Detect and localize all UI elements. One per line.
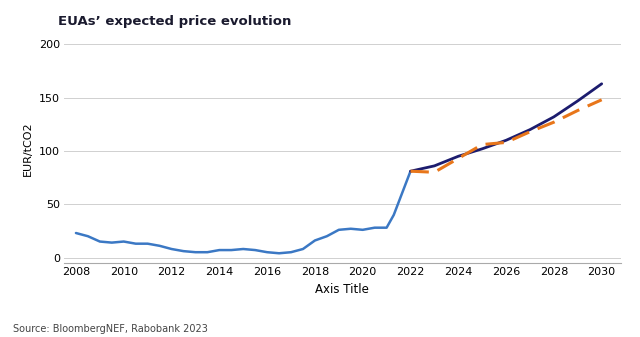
Historical [108, 241, 116, 245]
Text: EUAs’ expected price evolution: EUAs’ expected price evolution [58, 16, 292, 28]
Historical [120, 240, 127, 244]
2H 2022 Market Outlook [598, 98, 605, 102]
Historical [156, 244, 163, 248]
Historical [335, 228, 342, 232]
X-axis label: Axis Title: Axis Title [316, 283, 369, 296]
1H 2023 base case [431, 164, 438, 168]
1H 2023 base case [478, 147, 486, 151]
Historical [406, 169, 414, 173]
2H 2022 Market Outlook [454, 156, 462, 160]
2H 2022 Market Outlook [526, 130, 534, 134]
Historical [275, 251, 283, 255]
Historical [239, 247, 247, 251]
1H 2023 base case [406, 169, 414, 173]
1H 2023 base case [574, 99, 582, 103]
Line: 2H 2022 Market Outlook: 2H 2022 Market Outlook [410, 100, 602, 172]
Historical [263, 250, 271, 254]
Historical [383, 226, 390, 230]
Historical [72, 231, 80, 235]
1H 2023 base case [454, 154, 462, 158]
Historical [132, 242, 140, 246]
Historical [191, 250, 199, 254]
Line: 1H 2023 base case: 1H 2023 base case [410, 84, 602, 171]
Y-axis label: EUR/tCO2: EUR/tCO2 [23, 121, 33, 176]
Historical [299, 247, 307, 251]
2H 2022 Market Outlook [574, 109, 582, 113]
1H 2023 base case [502, 138, 510, 142]
Historical [144, 242, 152, 246]
Text: Source: BloombergNEF, Rabobank 2023: Source: BloombergNEF, Rabobank 2023 [13, 324, 207, 334]
Line: Historical: Historical [76, 171, 410, 253]
2H 2022 Market Outlook [550, 120, 557, 124]
1H 2023 base case [550, 115, 557, 119]
Historical [216, 248, 223, 252]
1H 2023 base case [598, 82, 605, 86]
2H 2022 Market Outlook [406, 169, 414, 173]
Historical [287, 250, 295, 254]
Historical [390, 213, 397, 217]
Historical [168, 247, 175, 251]
2H 2022 Market Outlook [502, 141, 510, 145]
Historical [323, 234, 331, 238]
Historical [180, 249, 188, 253]
Historical [227, 248, 235, 252]
Historical [204, 250, 211, 254]
1H 2023 base case [526, 128, 534, 132]
Historical [252, 248, 259, 252]
2H 2022 Market Outlook [431, 170, 438, 174]
Historical [347, 227, 355, 231]
Historical [359, 228, 367, 232]
Historical [371, 226, 378, 230]
Historical [311, 239, 319, 243]
2H 2022 Market Outlook [478, 143, 486, 147]
Historical [84, 234, 92, 238]
Historical [96, 240, 104, 244]
